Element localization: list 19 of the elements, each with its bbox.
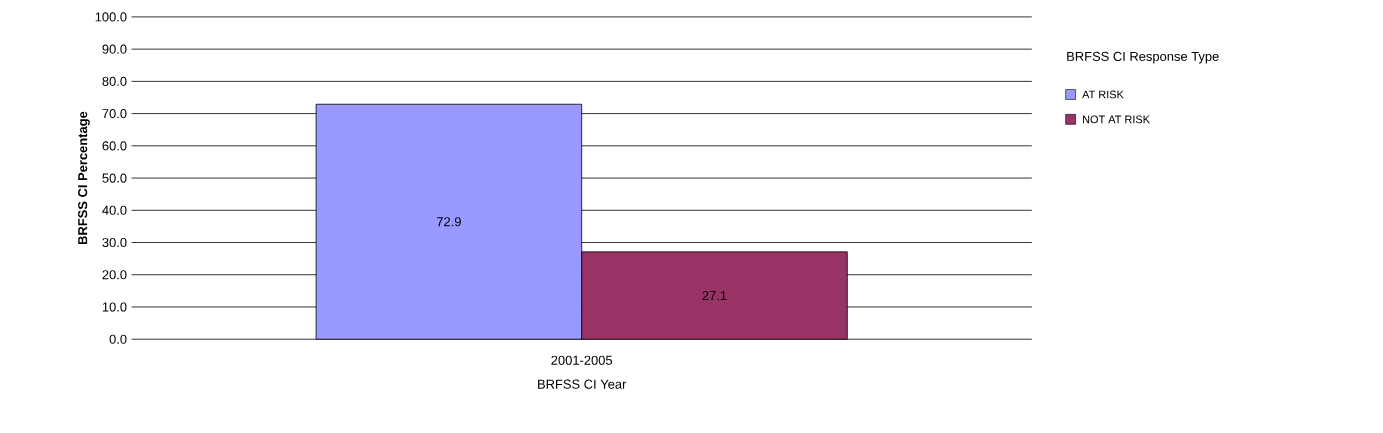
x-axis-title: BRFSS CI Year bbox=[538, 379, 627, 389]
y-tick-label: 30.0 bbox=[102, 238, 127, 248]
y-tick-label: 0.0 bbox=[109, 334, 127, 344]
y-tick-label: 40.0 bbox=[102, 205, 127, 215]
x-tick-label: 2001-2005 bbox=[551, 355, 613, 365]
y-tick-label: 100.0 bbox=[95, 12, 127, 22]
y-tick-label: 90.0 bbox=[102, 44, 127, 54]
data-label: 72.9 bbox=[436, 217, 461, 227]
y-tick-label: 80.0 bbox=[102, 76, 127, 87]
y-tick-label: 50.0 bbox=[102, 173, 127, 183]
legend-label: NOT AT RISK bbox=[1083, 115, 1150, 124]
y-tick-label: 10.0 bbox=[102, 302, 127, 312]
y-tick-label: 70.0 bbox=[102, 109, 127, 119]
data-label: 27.1 bbox=[702, 291, 727, 301]
legend-label: AT RISK bbox=[1082, 90, 1124, 99]
y-axis-title: BRFSS CI Percentage bbox=[78, 111, 90, 245]
y-tick-label: 60.0 bbox=[102, 141, 127, 151]
y-tick-label: 20.0 bbox=[102, 270, 127, 280]
legend-title: BRFSS CI Response Type bbox=[1067, 51, 1219, 64]
